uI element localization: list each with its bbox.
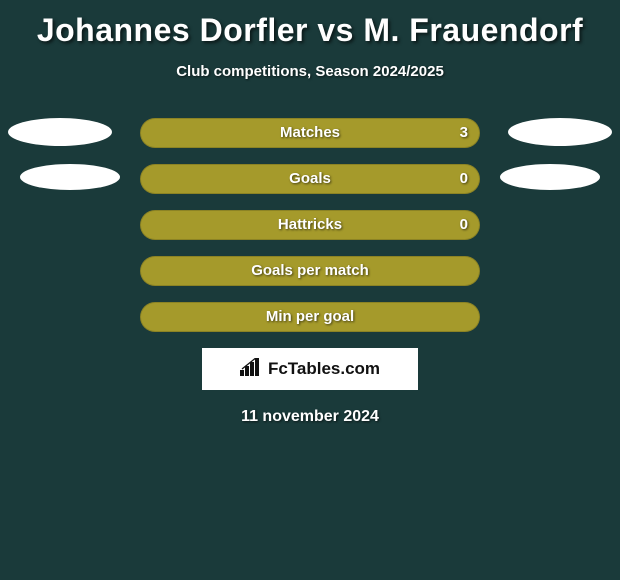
logo-text: FcTables.com <box>268 359 380 379</box>
barchart-icon <box>240 358 262 381</box>
page-title: Johannes Dorfler vs M. Frauendorf <box>0 0 620 49</box>
stat-bar <box>140 302 480 332</box>
stat-bar <box>140 118 480 148</box>
stat-rows: Matches3 Goals0 Hattricks0 Goals per match M… <box>0 118 620 332</box>
player-left-marker <box>8 118 112 146</box>
logo-box: FcTables.com <box>202 348 418 390</box>
stat-bar <box>140 164 480 194</box>
subtitle: Club competitions, Season 2024/2025 <box>0 63 620 80</box>
stat-row: Min per goal <box>0 302 620 332</box>
stat-bar <box>140 210 480 240</box>
stat-row: Goals per match <box>0 256 620 286</box>
player-right-marker <box>500 164 600 190</box>
stat-row: Hattricks0 <box>0 210 620 240</box>
player-left-marker <box>20 164 120 190</box>
stat-bar <box>140 256 480 286</box>
logo: FcTables.com <box>240 358 380 381</box>
stat-row: Goals0 <box>0 164 620 194</box>
date-label: 11 november 2024 <box>0 408 620 426</box>
stat-row: Matches3 <box>0 118 620 148</box>
player-right-marker <box>508 118 612 146</box>
